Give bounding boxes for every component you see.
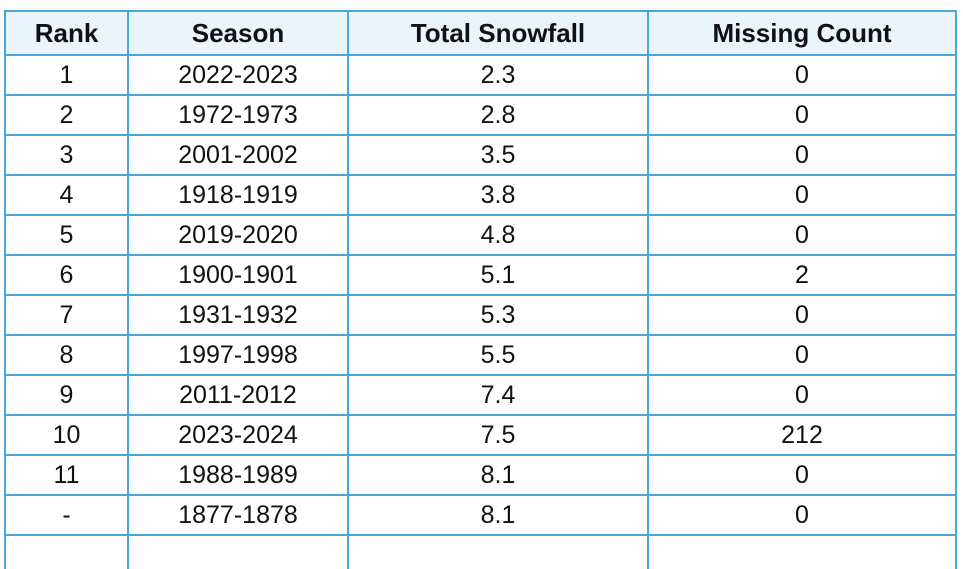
table-row: 10 2023-2024 7.5 212: [4, 414, 957, 456]
table-row: 7 1931-1932 5.3 0: [4, 294, 957, 336]
cell-missing-count: 0: [647, 134, 957, 176]
cell-rank: 7: [4, 294, 129, 336]
cell-rank: 2: [4, 94, 129, 136]
cell-total-snowfall: 7.5: [347, 414, 649, 456]
table-row: 8 1997-1998 5.5 0: [4, 334, 957, 376]
cell-missing-count: 0: [647, 214, 957, 256]
cell-rank: 10: [4, 414, 129, 456]
table-body: 1 2022-2023 2.3 0 2 1972-1973 2.8 0 3 2001-2002 3.…: [4, 54, 957, 569]
cell-season: 2001-2002: [127, 134, 349, 176]
cell-missing-count: 0: [647, 374, 957, 416]
column-header-missing-count[interactable]: Missing Count: [647, 10, 957, 56]
cell-total-snowfall: 4.8: [347, 214, 649, 256]
cell-missing-count: 0: [647, 294, 957, 336]
cell-rank: 8: [4, 334, 129, 376]
table-row: 1 2022-2023 2.3 0: [4, 54, 957, 96]
cell-missing-count: 0: [647, 494, 957, 536]
table-row: 3 2001-2002 3.5 0: [4, 134, 957, 176]
cell-rank: 11: [4, 454, 129, 496]
table-row: 2 1972-1973 2.8 0: [4, 94, 957, 136]
cell-missing-count: 212: [647, 414, 957, 456]
cell-rank: -: [4, 494, 129, 536]
cell-rank: 4: [4, 174, 129, 216]
table-row: -1877-1878 8.1 0: [4, 494, 957, 536]
cell-season: 1972-1973: [127, 94, 349, 136]
table-row: [4, 534, 957, 569]
cell-rank: 3: [4, 134, 129, 176]
cell-total-snowfall: 8.1: [347, 454, 649, 496]
cell-missing-count: 0: [647, 454, 957, 496]
cell-total-snowfall: 5.5: [347, 334, 649, 376]
cell-season: 2023-2024: [127, 414, 349, 456]
cell-rank: 5: [4, 214, 129, 256]
cell-rank: [4, 534, 129, 569]
cell-season: 1988-1989: [127, 454, 349, 496]
cell-total-snowfall: 5.1: [347, 254, 649, 296]
cell-total-snowfall: 3.8: [347, 174, 649, 216]
cell-rank: 1: [4, 54, 129, 96]
cell-season: 2019-2020: [127, 214, 349, 256]
cell-missing-count: 0: [647, 174, 957, 216]
cell-total-snowfall: 8.1: [347, 494, 649, 536]
cell-season: [127, 534, 349, 569]
cell-missing-count: 0: [647, 94, 957, 136]
cell-missing-count: [647, 534, 957, 569]
cell-season: 1997-1998: [127, 334, 349, 376]
cell-total-snowfall: 5.3: [347, 294, 649, 336]
table-row: 11 1988-1989 8.1 0: [4, 454, 957, 496]
column-header-total-snowfall[interactable]: Total Snowfall: [347, 10, 649, 56]
table-row: 5 2019-2020 4.8 0: [4, 214, 957, 256]
column-header-season[interactable]: Season: [127, 10, 349, 56]
column-header-rank[interactable]: Rank: [4, 10, 129, 56]
cell-missing-count: 2: [647, 254, 957, 296]
cell-season: 1900-1901: [127, 254, 349, 296]
cell-total-snowfall: 7.4: [347, 374, 649, 416]
cell-total-snowfall: [347, 534, 649, 569]
cell-season: 2022-2023: [127, 54, 349, 96]
cell-total-snowfall: 3.5: [347, 134, 649, 176]
cell-total-snowfall: 2.8: [347, 94, 649, 136]
cell-season: 2011-2012: [127, 374, 349, 416]
cell-season: 1877-1878: [127, 494, 349, 536]
cell-season: 1918-1919: [127, 174, 349, 216]
cell-total-snowfall: 2.3: [347, 54, 649, 96]
table-row: 4 1918-1919 3.8 0: [4, 174, 957, 216]
cell-rank: 9: [4, 374, 129, 416]
cell-missing-count: 0: [647, 334, 957, 376]
cell-season: 1931-1932: [127, 294, 349, 336]
cell-rank: 6: [4, 254, 129, 296]
snowfall-ranking-table: Rank Season Total Snowfall Missing Count…: [4, 10, 957, 569]
header-row: Rank Season Total Snowfall Missing Count: [4, 10, 957, 56]
table-row: 6 1900-1901 5.1 2: [4, 254, 957, 296]
cell-missing-count: 0: [647, 54, 957, 96]
table-row: 9 2011-2012 7.4 0: [4, 374, 957, 416]
